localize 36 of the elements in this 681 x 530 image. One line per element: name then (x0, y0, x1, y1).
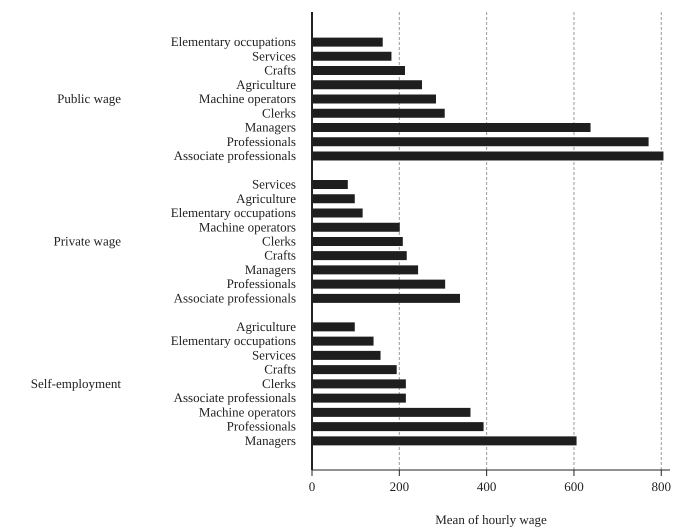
y-tick-label: Clerks (262, 234, 296, 248)
y-tick-label: Managers (244, 432, 296, 448)
y-tick-label: Associate professionals (174, 390, 296, 406)
y-tick-label: Professionals (226, 418, 296, 434)
x-tick-label: 600 (564, 479, 584, 494)
text: Public wage (57, 91, 122, 106)
x-tick-label: 800 (652, 479, 672, 494)
y-tick-label: Agriculture (236, 190, 296, 206)
y-tick-label: Services (252, 176, 296, 192)
y-tick-label: Machine operators (198, 404, 296, 420)
y-tick-label: Associate professionals (174, 290, 296, 306)
y-tick-label: Clerks (262, 376, 296, 391)
y-tick-label: Agriculture (236, 318, 296, 334)
y-tick-label: Crafts (264, 248, 296, 263)
text: Private wage (53, 234, 122, 248)
x-tick-label: 200 (390, 479, 410, 494)
x-tick-label: 0 (308, 479, 316, 494)
y-tick-label: Associate professionals (174, 148, 296, 164)
y-tick-label: Elementary occupations (170, 333, 296, 348)
text: Self-employment (30, 376, 122, 391)
y-tick-label: Machine operators (198, 219, 296, 234)
y-tick-label: Elementary occupations (170, 205, 296, 220)
y-tick-label: Services (252, 347, 296, 362)
y-tick-label: Managers (244, 262, 296, 277)
y-tick-label: Professionals (226, 276, 296, 292)
y-tick-label: Services (252, 48, 296, 64)
y-tick-label: Crafts (264, 362, 296, 377)
x-tick-label: 400 (476, 479, 496, 494)
y-tick-label: Agriculture (236, 76, 296, 92)
y-tick-label: Elementary occupations (170, 34, 296, 50)
y-tick-label: Professionals (226, 134, 296, 149)
y-tick-label: Machine operators (198, 91, 296, 106)
y-tick-label: Managers (244, 120, 296, 135)
y-tick-label: Clerks (262, 105, 296, 120)
y-tick-label: Crafts (264, 62, 296, 78)
x-axis-title: Mean of hourly wage (435, 512, 547, 527)
